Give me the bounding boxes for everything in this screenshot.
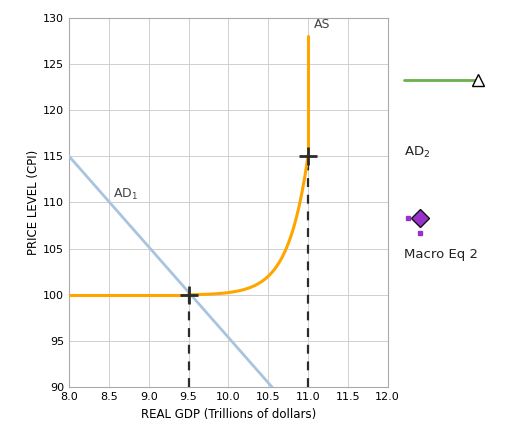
- Text: Macro Eq 2: Macro Eq 2: [405, 248, 478, 261]
- Text: AD$_2$: AD$_2$: [405, 145, 431, 161]
- X-axis label: REAL GDP (Trillions of dollars): REAL GDP (Trillions of dollars): [141, 407, 316, 421]
- Y-axis label: PRICE LEVEL (CPI): PRICE LEVEL (CPI): [27, 150, 40, 255]
- Text: AD$_1$: AD$_1$: [113, 187, 138, 202]
- Text: AS: AS: [313, 18, 330, 32]
